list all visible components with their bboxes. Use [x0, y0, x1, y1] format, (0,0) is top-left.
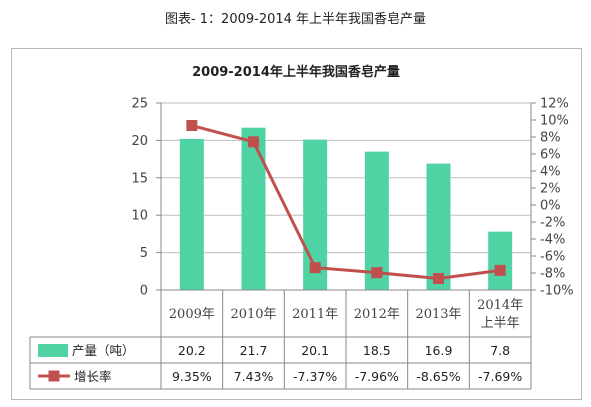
y-right-tick-label: 12%	[540, 97, 569, 112]
data-label: 7.8	[490, 343, 510, 358]
bar	[426, 163, 451, 290]
bar	[241, 127, 266, 291]
data-label: 20.1	[301, 343, 329, 358]
legend-key-marker	[48, 370, 60, 382]
y-right-tick-label: 2%	[540, 182, 561, 197]
data-label: 9.35%	[172, 369, 212, 384]
legend-key-bar	[38, 344, 68, 357]
data-label: -7.69%	[478, 369, 522, 384]
x-tick-label: 2010年	[230, 307, 276, 322]
y-left-tick-label: 5	[140, 246, 148, 261]
y-right-tick-label: -2%	[540, 216, 565, 231]
y-right-tick-label: 10%	[540, 114, 569, 129]
y-right-tick-label: 4%	[540, 165, 561, 180]
x-tick-label: 2009年	[169, 307, 215, 322]
data-label: -8.65%	[416, 369, 460, 384]
y-right-tick-label: 8%	[540, 131, 561, 146]
data-label: -7.96%	[355, 369, 399, 384]
line-marker	[248, 136, 259, 148]
line-marker	[309, 262, 321, 274]
y-right-tick-label: -8%	[540, 267, 565, 282]
y-right-tick-label: -6%	[540, 250, 565, 265]
y-right-tick-label: 6%	[540, 148, 561, 163]
y-right-tick-label: 0%	[540, 199, 561, 214]
data-label: 18.5	[363, 343, 391, 358]
data-label: 16.9	[425, 343, 453, 358]
line-marker	[494, 264, 506, 276]
y-right-tick-label: -4%	[540, 233, 565, 248]
line-marker	[433, 273, 444, 285]
figure-title: 图表- 1：2009-2014 年上半年我国香皂产量	[164, 12, 427, 27]
bar	[364, 151, 389, 290]
y-right-tick-label: -10%	[540, 284, 574, 299]
data-label: 20.2	[178, 343, 206, 358]
y-left-tick-label: 15	[131, 171, 148, 186]
x-tick-label: 2013年	[415, 307, 461, 322]
line-marker	[371, 267, 383, 279]
growth-line	[191, 124, 501, 281]
chart-title: 2009-2014年上半年我国香皂产量	[192, 64, 400, 80]
legend-label-bar: 产量（吨）	[72, 343, 135, 358]
data-label: -7.37%	[293, 369, 337, 384]
x-tick-label: 2012年	[354, 307, 400, 322]
x-tick-label: 2011年	[292, 307, 338, 322]
x-tick-label: 2014年	[477, 298, 523, 313]
y-left-tick-label: 10	[131, 209, 148, 224]
data-label: 7.43%	[234, 369, 274, 384]
y-left-tick-label: 0	[140, 284, 148, 299]
chart-frame	[11, 48, 582, 400]
bar	[488, 231, 513, 290]
x-tick-label: 上半年	[481, 316, 520, 331]
y-left-tick-label: 25	[131, 97, 148, 112]
y-left-tick-label: 20	[131, 134, 148, 149]
bar	[179, 138, 204, 290]
legend-label-line: 增长率	[74, 369, 112, 384]
line-marker	[186, 120, 198, 132]
data-label: 21.7	[240, 343, 268, 358]
